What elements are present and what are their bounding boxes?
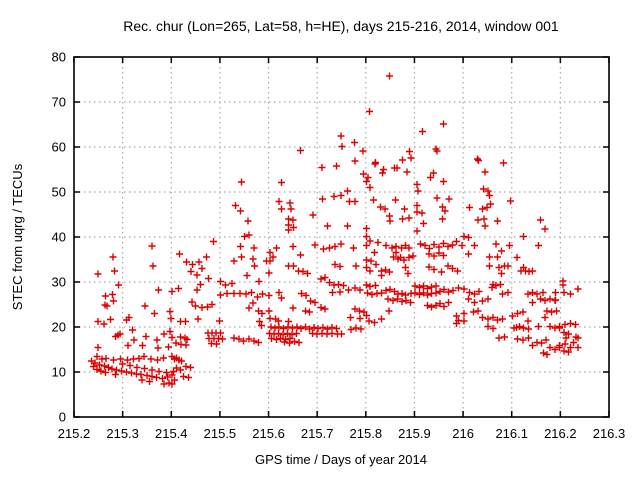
x-tick-label: 215.9 — [398, 426, 431, 441]
x-tick-label: 215.4 — [155, 426, 188, 441]
y-tick-label: 70 — [52, 95, 66, 110]
axis-group — [73, 56, 610, 418]
y-tick-label: 20 — [52, 320, 66, 335]
tick-labels-group: 215.2 215.3 215.4 215.5 215.6 215.7 215.8 215.9… — [52, 50, 626, 442]
y-tick-label: 40 — [52, 230, 66, 245]
y-axis-label: STEC from uqrg / TECUs — [10, 163, 25, 310]
x-axis-label: GPS time / Days of year 2014 — [255, 452, 427, 467]
y-tick-label: 50 — [52, 185, 66, 200]
x-tick-label: 215.5 — [204, 426, 237, 441]
x-tick-label: 215.2 — [58, 426, 91, 441]
y-tick-label: 30 — [52, 275, 66, 290]
data-points-plus-markers — [88, 72, 582, 388]
x-tick-label: 216.1 — [495, 426, 528, 441]
y-tick-label: 0 — [59, 410, 66, 425]
chart-title: Rec. chur (Lon=265, Lat=58, h=HE), days … — [123, 18, 559, 34]
x-tick-label: 215.6 — [252, 426, 285, 441]
x-tick-label: 215.7 — [301, 426, 334, 441]
x-tick-label: 216.3 — [593, 426, 626, 441]
y-tick-label: 10 — [52, 365, 66, 380]
points-group — [88, 72, 582, 388]
x-tick-label: 216.2 — [544, 426, 577, 441]
x-tick-label: 215.8 — [350, 426, 383, 441]
x-tick-label: 216 — [452, 426, 474, 441]
y-tick-label: 60 — [52, 140, 66, 155]
x-tick-label: 215.3 — [106, 426, 139, 441]
y-tick-label: 80 — [52, 50, 66, 65]
grid-group — [74, 57, 609, 417]
